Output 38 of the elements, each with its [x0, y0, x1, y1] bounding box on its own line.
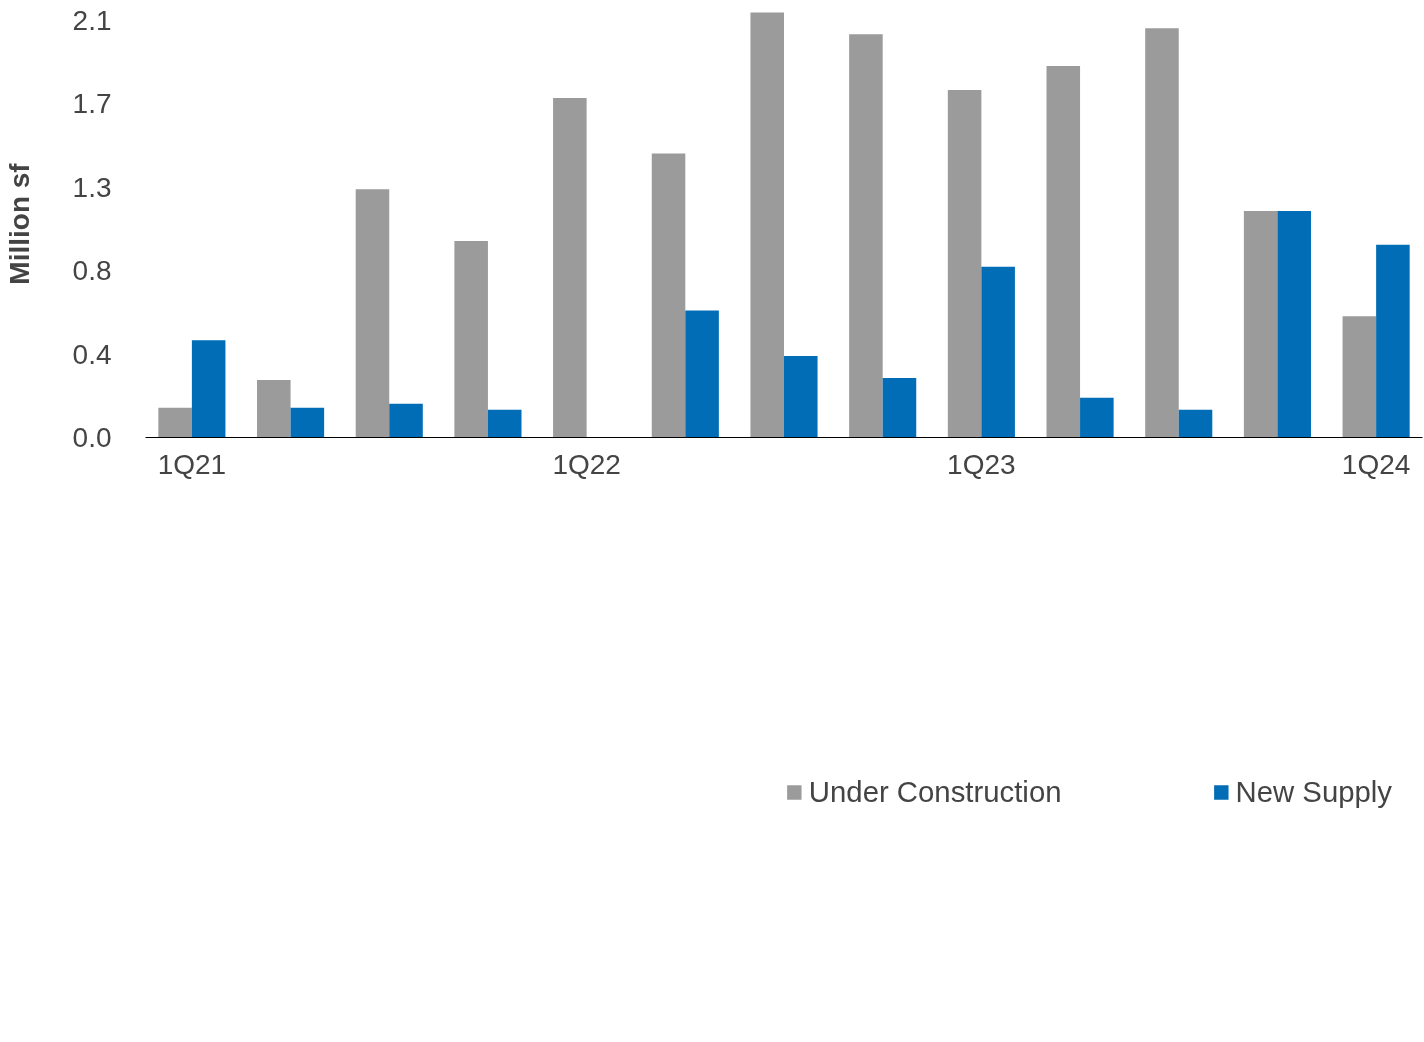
bar	[1145, 28, 1179, 438]
bar	[1277, 211, 1311, 438]
bar	[1342, 316, 1377, 438]
y-tick-label: 0.4	[72, 338, 112, 370]
bar	[1080, 397, 1114, 438]
bar	[750, 12, 784, 438]
y-axis-title: Million sf	[3, 162, 35, 285]
bar	[947, 89, 982, 438]
bar	[1376, 244, 1410, 438]
bar	[191, 340, 226, 438]
y-tick-label: 2.1	[72, 4, 112, 36]
y-tick-label: 1.7	[72, 88, 112, 120]
bar	[355, 189, 390, 438]
bar	[257, 379, 291, 438]
bar	[454, 240, 488, 438]
y-tick-label: 0.0	[72, 422, 112, 453]
y-tick-label: 0.8	[72, 255, 112, 287]
bar	[1178, 409, 1213, 438]
bar	[389, 403, 423, 438]
bar	[290, 407, 325, 438]
bar	[553, 97, 587, 438]
y-tick-label: 1.3	[72, 171, 112, 203]
bar	[849, 34, 883, 438]
bar	[882, 377, 917, 438]
x-tick-label: 1Q22	[552, 448, 621, 480]
legend-label: Under Construction	[808, 775, 1062, 809]
bar	[487, 409, 522, 438]
x-tick-label: 1Q23	[947, 448, 1016, 480]
bar	[685, 310, 719, 438]
bar	[651, 153, 686, 438]
bar	[158, 407, 192, 438]
bar	[784, 356, 818, 438]
x-tick-label: 1Q21	[157, 448, 227, 480]
bar	[1243, 211, 1278, 438]
x-tick-label: 1Q24	[1341, 448, 1411, 480]
bar	[1046, 66, 1081, 438]
bar	[981, 266, 1015, 438]
legend-label: New Supply	[1235, 775, 1392, 809]
